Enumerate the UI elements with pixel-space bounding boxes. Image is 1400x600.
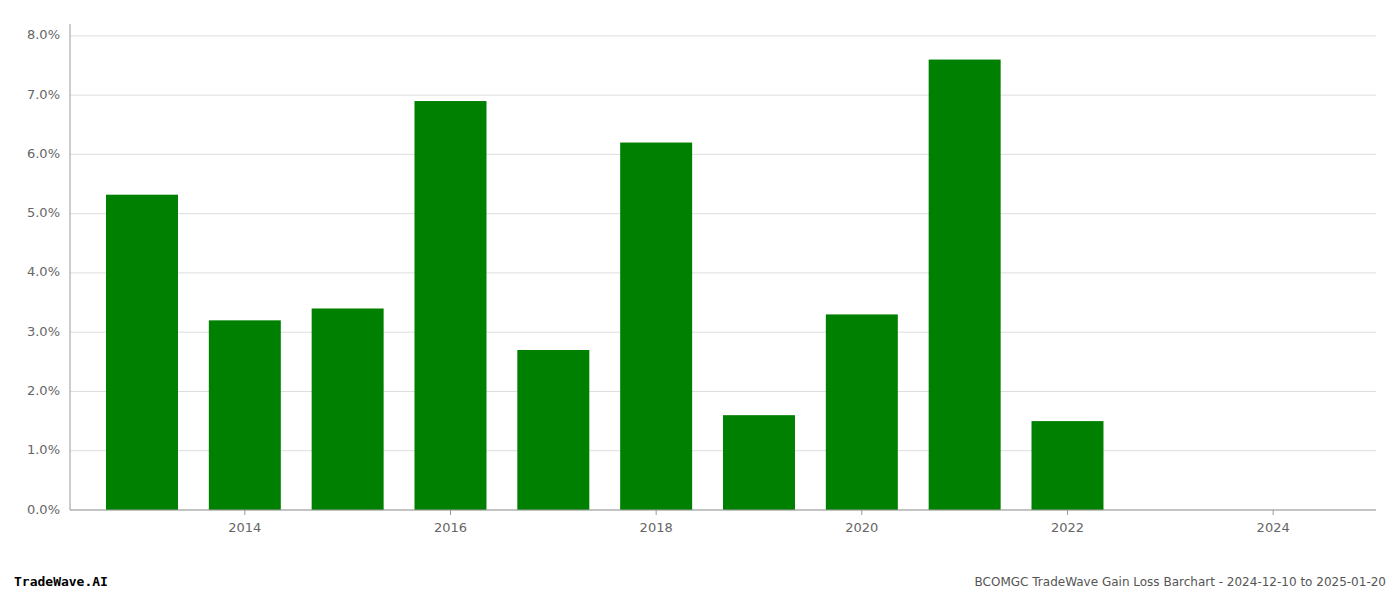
x-tick-label: 2014 [228, 520, 261, 535]
bar [312, 308, 384, 510]
y-tick-label: 6.0% [27, 146, 60, 161]
chart-title: BCOMGC TradeWave Gain Loss Barchart - 20… [975, 575, 1386, 589]
bar [414, 101, 486, 510]
x-tick-label: 2016 [434, 520, 467, 535]
y-tick-label: 1.0% [27, 442, 60, 457]
bar [620, 143, 692, 510]
bar [929, 60, 1001, 510]
grid-line [70, 213, 1376, 214]
x-tick-label: 2024 [1257, 520, 1290, 535]
chart-container: 0.0% 1.0% 2.0% 3.0% 4.0% 5.0% 6.0% 7.0% 8.0% 2014… [0, 0, 1400, 600]
bar [209, 320, 281, 510]
y-tick-label: 4.0% [27, 264, 60, 279]
grid-line [70, 272, 1376, 273]
x-tick [1273, 510, 1274, 515]
bar [723, 415, 795, 510]
x-axis: 2014 2016 2018 2020 2022 2024 [70, 510, 1376, 535]
grid-line [70, 154, 1376, 155]
x-tick [1067, 510, 1068, 515]
bar [1032, 421, 1104, 510]
x-tick-label: 2020 [845, 520, 878, 535]
watermark: TradeWave.AI [14, 574, 108, 589]
x-tick [450, 510, 451, 515]
y-tick-label: 0.0% [27, 502, 60, 517]
y-tick-label: 5.0% [27, 205, 60, 220]
x-axis-line [70, 510, 1376, 511]
grid-line [70, 35, 1376, 36]
y-axis-line [70, 24, 71, 510]
grid-line [70, 95, 1376, 96]
bar [106, 195, 178, 510]
x-tick-label: 2022 [1051, 520, 1084, 535]
x-tick [861, 510, 862, 515]
x-tick [656, 510, 657, 515]
y-tick-label: 7.0% [27, 87, 60, 102]
x-tick [244, 510, 245, 515]
grid [70, 36, 1376, 510]
bar [517, 350, 589, 510]
chart-svg: 0.0% 1.0% 2.0% 3.0% 4.0% 5.0% 6.0% 7.0% 8.0% 2014… [0, 0, 1400, 600]
y-tick-label: 3.0% [27, 324, 60, 339]
bar [826, 314, 898, 510]
grid-line [70, 510, 1376, 511]
bars [106, 60, 1103, 510]
x-tick-label: 2018 [640, 520, 673, 535]
y-tick-label: 2.0% [27, 383, 60, 398]
y-tick-label: 8.0% [27, 27, 60, 42]
y-axis: 0.0% 1.0% 2.0% 3.0% 4.0% 5.0% 6.0% 7.0% 8.0% [27, 24, 70, 517]
